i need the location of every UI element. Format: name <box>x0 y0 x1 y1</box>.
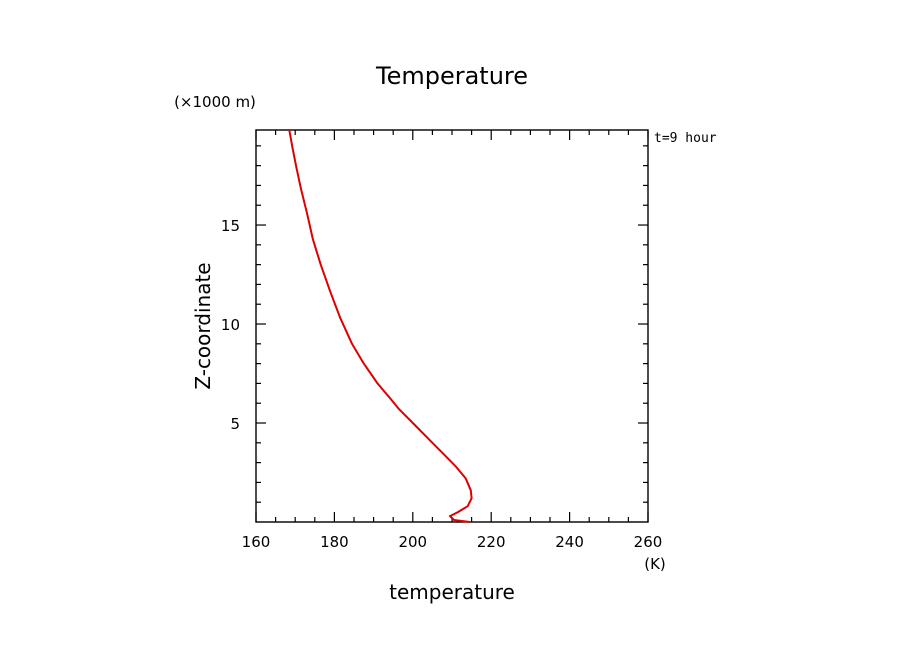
tick-labels: 160 180 200 220 240 260 5 10 15 <box>221 217 662 551</box>
x-tick-label: 160 <box>242 533 271 551</box>
x-tick-label: 180 <box>320 533 349 551</box>
series-group <box>288 129 473 523</box>
series-line-temperature <box>288 129 473 523</box>
x-tick-label: 260 <box>634 533 663 551</box>
axis-ticks <box>255 130 649 522</box>
x-tick-label: 200 <box>398 533 427 551</box>
x-unit-label: (K) <box>644 555 666 573</box>
chart-title: Temperature <box>375 62 528 90</box>
y-tick-label: 5 <box>230 415 240 433</box>
x-tick-label: 240 <box>555 533 584 551</box>
y-tick-label: 10 <box>221 316 240 334</box>
time-label: t=9 hour <box>654 131 717 146</box>
y-unit-label: (×1000 m) <box>174 93 256 111</box>
x-axis-label: temperature <box>389 580 515 604</box>
y-tick-label: 15 <box>221 217 240 235</box>
x-tick-label: 220 <box>477 533 506 551</box>
y-axis-label: Z-coordinate <box>191 262 215 389</box>
